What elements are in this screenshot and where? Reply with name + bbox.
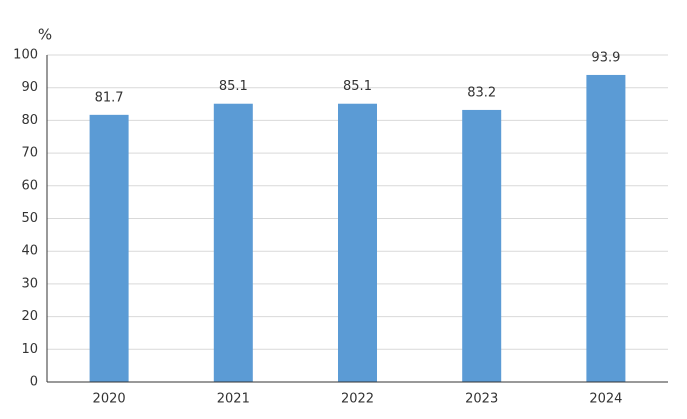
y-tick-label: 60 <box>21 178 38 193</box>
data-label: 83.2 <box>467 85 496 100</box>
bar <box>338 103 377 383</box>
y-tick-label: 70 <box>21 146 38 161</box>
y-tick-label: 90 <box>21 80 38 95</box>
data-label: 85.1 <box>219 79 248 94</box>
data-label: 85.1 <box>343 79 372 94</box>
x-tick-label: 2023 <box>465 392 498 407</box>
y-tick-label: 30 <box>21 276 38 291</box>
bar <box>462 109 502 382</box>
bar <box>586 74 626 383</box>
bar <box>213 103 253 383</box>
y-tick-label: 20 <box>21 309 38 324</box>
bar <box>89 114 129 382</box>
y-tick-label: 10 <box>21 342 38 357</box>
data-label: 93.9 <box>591 50 620 65</box>
y-tick-label: 40 <box>21 244 38 259</box>
y-tick-label: 50 <box>21 211 38 226</box>
y-tick-label: 80 <box>21 113 38 128</box>
x-tick-label: 2022 <box>341 392 374 407</box>
x-tick-label: 2020 <box>93 392 126 407</box>
y-tick-label: 100 <box>13 48 38 63</box>
data-label: 81.7 <box>95 90 124 105</box>
x-tick-label: 2021 <box>217 392 250 407</box>
y-axis-unit: % <box>38 26 52 44</box>
y-tick-label: 0 <box>30 375 38 390</box>
x-tick-label: 2024 <box>589 392 622 407</box>
